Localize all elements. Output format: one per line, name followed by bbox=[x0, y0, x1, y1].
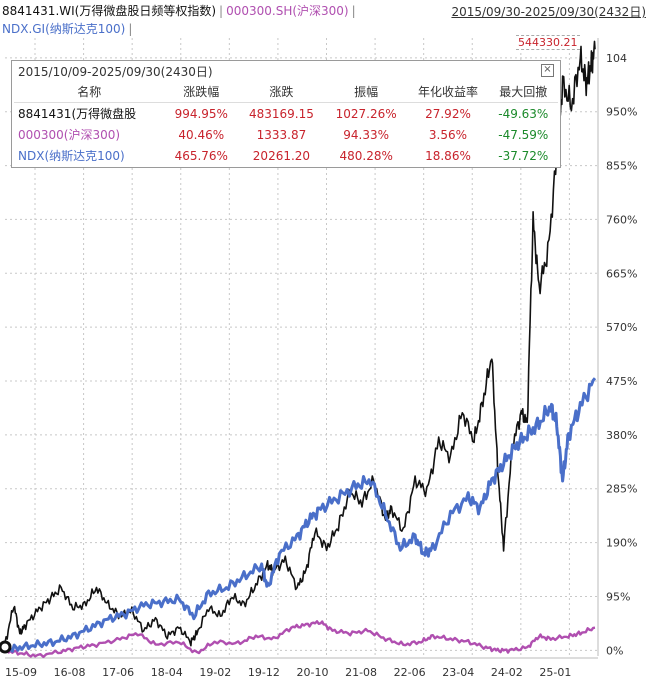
legend-separator: | bbox=[351, 4, 356, 18]
y-tick-label: 570% bbox=[606, 321, 637, 334]
legend-series-microcap[interactable]: 8841431.WI(万得微盘股日频等权指数) bbox=[2, 4, 217, 18]
row-change: 20261.20 bbox=[252, 148, 311, 163]
row-name: NDX(纳斯达克100) bbox=[18, 149, 125, 163]
row-name: 000300(沪深300) bbox=[18, 128, 121, 142]
stats-info-box: 2015/10/09-2025/09/30(2430日) × 名称 涨跌幅 涨跌… bbox=[11, 60, 561, 168]
series-line bbox=[3, 377, 597, 654]
x-tick-label: 15-09 bbox=[5, 666, 37, 679]
row-drawdown: -37.72% bbox=[498, 148, 549, 163]
col-header-change[interactable]: 涨跌 bbox=[269, 85, 294, 99]
x-tick-label: 25-01 bbox=[539, 666, 571, 679]
y-tick-label: 95% bbox=[606, 590, 630, 603]
series-line bbox=[4, 40, 596, 647]
row-pct: 40.46% bbox=[178, 127, 225, 142]
y-axis-ticks: 0% 95% 190% 285% 380% 475% 570% 665% 760% 855% 950… bbox=[606, 52, 637, 657]
row-drawdown: -47.59% bbox=[498, 127, 549, 142]
row-amplitude: 1027.26% bbox=[324, 102, 408, 124]
row-annual: 3.56% bbox=[428, 127, 468, 142]
x-tick-label: 19-12 bbox=[248, 666, 280, 679]
series-line bbox=[4, 620, 596, 659]
row-change: 483169.15 bbox=[237, 102, 325, 124]
legend-series-ndx[interactable]: NDX.GI(纳斯达克100) bbox=[2, 22, 126, 36]
x-tick-label: 24-02 bbox=[491, 666, 523, 679]
x-tick-label: 20-10 bbox=[297, 666, 329, 679]
y-tick-label: 285% bbox=[606, 483, 637, 496]
x-tick-label: 23-04 bbox=[442, 666, 474, 679]
row-annual: 18.86% bbox=[425, 148, 471, 163]
row-drawdown: -49.63% bbox=[488, 102, 558, 124]
y-tick-label: 665% bbox=[606, 267, 637, 280]
start-marker-circle bbox=[0, 640, 12, 654]
legend-series-csi300[interactable]: 000300.SH(沪深300) bbox=[226, 4, 349, 18]
y-tick-label: 475% bbox=[606, 375, 637, 388]
x-tick-label: 17-06 bbox=[102, 666, 134, 679]
stats-period-title: 2015/10/09-2025/09/30(2430日) bbox=[18, 65, 213, 79]
x-tick-label: 19-02 bbox=[199, 666, 231, 679]
legend-separator: | bbox=[219, 4, 224, 18]
col-header-amplitude[interactable]: 振幅 bbox=[354, 85, 379, 99]
row-name: 8841431(万得微盘股 bbox=[14, 102, 165, 124]
x-tick-label: 21-08 bbox=[345, 666, 377, 679]
x-tick-label: 18-04 bbox=[151, 666, 183, 679]
x-tick-label: 16-08 bbox=[54, 666, 86, 679]
legend-header-line-1: 8841431.WI(万得微盘股日频等权指数) | 000300.SH(沪深300)… bbox=[2, 3, 359, 19]
stats-table: 名称 涨跌幅 涨跌 振幅 年化收益率 最大回撤 8841431(万得微盘股 99… bbox=[14, 81, 558, 166]
y-tick-label: 950% bbox=[606, 106, 637, 119]
x-axis-ticks: 15-09 16-08 17-06 18-04 19-02 19-12 20-10 21-08… bbox=[5, 666, 571, 679]
y-tick-label: 0% bbox=[606, 644, 623, 657]
stats-row-ndx[interactable]: NDX(纳斯达克100) 465.76% 20261.20 480.28% 18… bbox=[14, 145, 558, 166]
y-tick-label: 380% bbox=[606, 429, 637, 442]
chart-series bbox=[3, 40, 597, 659]
stats-header-row: 名称 涨跌幅 涨跌 振幅 年化收益率 最大回撤 bbox=[14, 81, 558, 103]
y-tick-label: 855% bbox=[606, 160, 637, 173]
y-tick-label: 190% bbox=[606, 537, 637, 550]
col-header-drawdown[interactable]: 最大回撤 bbox=[499, 85, 548, 99]
legend-header-line-2: NDX.GI(纳斯达克100) | bbox=[2, 21, 135, 37]
close-icon[interactable]: × bbox=[541, 64, 554, 77]
start-marker bbox=[0, 640, 12, 654]
row-annual: 27.92% bbox=[407, 102, 489, 124]
y-tick-label: 760% bbox=[606, 213, 637, 226]
stats-row-microcap[interactable]: 8841431(万得微盘股 994.95% 483169.15 1027.26%… bbox=[14, 102, 558, 124]
col-header-annual[interactable]: 年化收益率 bbox=[417, 85, 478, 99]
peak-value-label: 544330.21 bbox=[516, 35, 580, 50]
date-range-label[interactable]: 2015/09/30-2025/09/30(2432日) bbox=[451, 5, 646, 19]
y-tick-label: 104 bbox=[606, 52, 627, 65]
legend-separator: | bbox=[128, 22, 133, 36]
row-pct: 465.76% bbox=[174, 148, 228, 163]
row-amplitude: 94.33% bbox=[343, 127, 390, 142]
stats-row-csi300[interactable]: 000300(沪深300) 40.46% 1333.87 94.33% 3.56… bbox=[14, 124, 558, 145]
row-change: 1333.87 bbox=[256, 127, 307, 142]
row-amplitude: 480.28% bbox=[339, 148, 393, 163]
col-header-pct[interactable]: 涨跌幅 bbox=[183, 85, 220, 99]
col-header-name[interactable]: 名称 bbox=[77, 85, 102, 99]
x-tick-label: 22-06 bbox=[394, 666, 426, 679]
row-pct: 994.95% bbox=[164, 102, 238, 124]
